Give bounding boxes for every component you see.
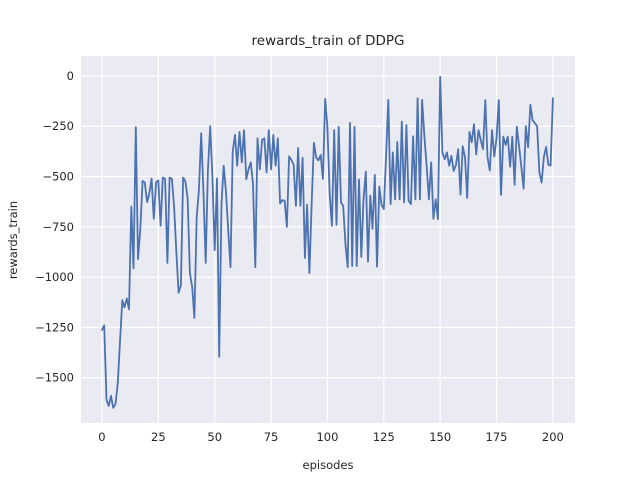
y-tick-label: −500 xyxy=(42,170,74,184)
reward-line xyxy=(101,76,554,409)
y-tick-label: −250 xyxy=(42,119,74,133)
x-tick-label: 200 xyxy=(542,430,564,444)
x-tick-label: 150 xyxy=(429,430,451,444)
y-tick-label: −1000 xyxy=(35,270,74,284)
y-tick-label: 0 xyxy=(67,69,74,83)
x-tick-label: 25 xyxy=(151,430,166,444)
x-tick-label: 125 xyxy=(373,430,395,444)
y-tick-label: −1250 xyxy=(35,320,74,334)
x-axis-label: episodes xyxy=(303,458,354,472)
x-tick-label: 0 xyxy=(98,430,105,444)
x-tick-label: 50 xyxy=(207,430,222,444)
plot-area: 0 25 50 75 100 125 150 175 200 0 −250 −500 −750 −1000… xyxy=(35,56,575,444)
x-tick-label: 100 xyxy=(316,430,338,444)
y-tick-label: −1500 xyxy=(35,371,74,385)
y-axis-label: rewards_train xyxy=(6,201,20,279)
chart-title: rewards_train of DDPG xyxy=(252,33,405,49)
x-tick-label: 175 xyxy=(486,430,508,444)
x-tick-label: 75 xyxy=(264,430,279,444)
y-tick-label: −750 xyxy=(42,220,74,234)
